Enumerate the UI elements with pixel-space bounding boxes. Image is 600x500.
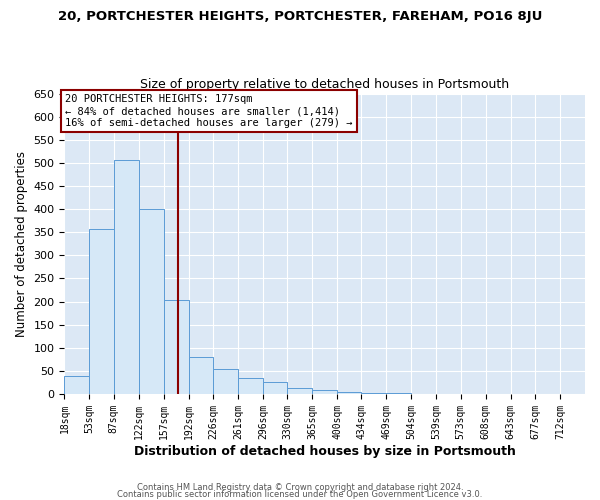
Bar <box>188 357 213 394</box>
Bar <box>139 208 164 394</box>
X-axis label: Distribution of detached houses by size in Portsmouth: Distribution of detached houses by size … <box>134 444 515 458</box>
Text: 20 PORTCHESTER HEIGHTS: 177sqm
← 84% of detached houses are smaller (1,414)
16% : 20 PORTCHESTER HEIGHTS: 177sqm ← 84% of … <box>65 94 353 128</box>
Title: Size of property relative to detached houses in Portsmouth: Size of property relative to detached ho… <box>140 78 509 91</box>
Bar <box>263 382 287 394</box>
Bar <box>113 160 139 394</box>
Text: Contains HM Land Registry data © Crown copyright and database right 2024.: Contains HM Land Registry data © Crown c… <box>137 484 463 492</box>
Bar <box>337 392 361 394</box>
Bar <box>312 390 337 394</box>
Bar <box>361 392 386 394</box>
Bar <box>64 376 89 394</box>
Y-axis label: Number of detached properties: Number of detached properties <box>15 151 28 337</box>
Bar <box>287 388 312 394</box>
Bar <box>89 229 113 394</box>
Text: Contains public sector information licensed under the Open Government Licence v3: Contains public sector information licen… <box>118 490 482 499</box>
Bar <box>164 300 188 394</box>
Bar <box>213 369 238 394</box>
Text: 20, PORTCHESTER HEIGHTS, PORTCHESTER, FAREHAM, PO16 8JU: 20, PORTCHESTER HEIGHTS, PORTCHESTER, FA… <box>58 10 542 23</box>
Bar <box>238 378 263 394</box>
Bar <box>386 393 412 394</box>
